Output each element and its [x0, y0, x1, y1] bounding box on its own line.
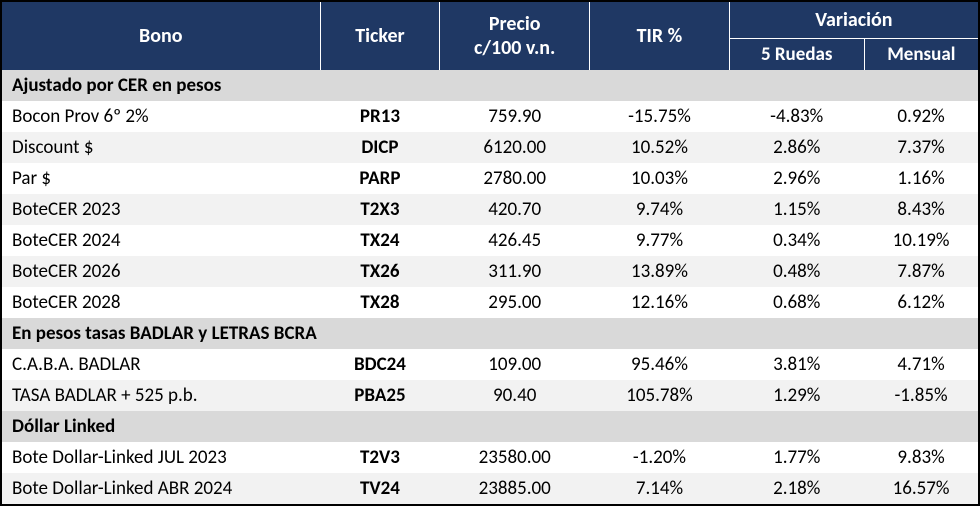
bond-name: C.A.B.A. BADLAR	[1, 349, 320, 380]
bond-5ruedas: 2.18%	[729, 473, 864, 505]
bond-mensual: 7.37%	[864, 132, 979, 163]
bond-name: BoteCER 2026	[1, 256, 320, 287]
bond-name: BoteCER 2028	[1, 287, 320, 318]
bond-mensual: 9.83%	[864, 442, 979, 473]
bond-mensual: 0.92%	[864, 101, 979, 132]
bond-5ruedas: 0.48%	[729, 256, 864, 287]
bond-ticker: DICP	[320, 132, 440, 163]
section-title: Ajustado por CER en pesos	[1, 70, 979, 101]
table-row: Bocon Prov 6º 2%PR13759.90-15.75%-4.83%0…	[1, 101, 979, 132]
header-bono: Bono	[1, 1, 320, 70]
bond-5ruedas: 2.86%	[729, 132, 864, 163]
bond-5ruedas: 3.81%	[729, 349, 864, 380]
bond-price: 311.90	[440, 256, 590, 287]
bond-price: 23580.00	[440, 442, 590, 473]
bond-ticker: T2X3	[320, 194, 440, 225]
bond-name: Discount $	[1, 132, 320, 163]
table-row: Par $PARP2780.0010.03%2.96%1.16%	[1, 163, 979, 194]
bond-price: 426.45	[440, 225, 590, 256]
header-precio-line2: c/100 v.n.	[448, 36, 581, 60]
bond-tir: 105.78%	[590, 380, 730, 411]
bond-5ruedas: -4.83%	[729, 101, 864, 132]
bond-tir: 7.14%	[590, 473, 730, 505]
bond-name: BoteCER 2023	[1, 194, 320, 225]
header-tir: TIR %	[590, 1, 730, 70]
bond-price: 90.40	[440, 380, 590, 411]
bond-5ruedas: 1.29%	[729, 380, 864, 411]
header-precio-line1: Precio	[448, 12, 581, 36]
table-row: C.A.B.A. BADLARBDC24109.0095.46%3.81%4.7…	[1, 349, 979, 380]
bond-mensual: 1.16%	[864, 163, 979, 194]
section-title: En pesos tasas BADLAR y LETRAS BCRA	[1, 318, 979, 349]
bond-mensual: -1.85%	[864, 380, 979, 411]
table-row: BoteCER 2026TX26311.9013.89%0.48%7.87%	[1, 256, 979, 287]
bond-price: 109.00	[440, 349, 590, 380]
bond-price: 420.70	[440, 194, 590, 225]
bond-5ruedas: 0.34%	[729, 225, 864, 256]
bond-mensual: 7.87%	[864, 256, 979, 287]
section-title: Dóllar Linked	[1, 411, 979, 442]
bond-5ruedas: 0.68%	[729, 287, 864, 318]
table-row: Bote Dollar-Linked JUL 2023T2V323580.00-…	[1, 442, 979, 473]
bond-price: 6120.00	[440, 132, 590, 163]
header-ticker: Ticker	[320, 1, 440, 70]
bond-name: Bote Dollar-Linked ABR 2024	[1, 473, 320, 505]
bond-price: 759.90	[440, 101, 590, 132]
bond-ticker: TX24	[320, 225, 440, 256]
bond-tir: 13.89%	[590, 256, 730, 287]
bond-price: 295.00	[440, 287, 590, 318]
section-row: En pesos tasas BADLAR y LETRAS BCRA	[1, 318, 979, 349]
header-mensual: Mensual	[864, 39, 979, 71]
bond-ticker: PR13	[320, 101, 440, 132]
bond-ticker: BDC24	[320, 349, 440, 380]
bond-mensual: 8.43%	[864, 194, 979, 225]
bond-ticker: T2V3	[320, 442, 440, 473]
bond-ticker: PBA25	[320, 380, 440, 411]
bond-price: 23885.00	[440, 473, 590, 505]
bond-name: Bote Dollar-Linked JUL 2023	[1, 442, 320, 473]
bond-5ruedas: 1.15%	[729, 194, 864, 225]
table-row: BoteCER 2024TX24426.459.77%0.34%10.19%	[1, 225, 979, 256]
bond-ticker: TX26	[320, 256, 440, 287]
bond-tir: 10.52%	[590, 132, 730, 163]
bond-mensual: 4.71%	[864, 349, 979, 380]
table-row: Discount $DICP6120.0010.52%2.86%7.37%	[1, 132, 979, 163]
bond-mensual: 10.19%	[864, 225, 979, 256]
bond-tir: 9.74%	[590, 194, 730, 225]
bond-tir: -15.75%	[590, 101, 730, 132]
section-row: Ajustado por CER en pesos	[1, 70, 979, 101]
bond-name: TASA BADLAR + 525 p.b.	[1, 380, 320, 411]
bond-tir: 9.77%	[590, 225, 730, 256]
table-row: BoteCER 2023T2X3420.709.74%1.15%8.43%	[1, 194, 979, 225]
bond-ticker: PARP	[320, 163, 440, 194]
table-row: Bote Dollar-Linked ABR 2024TV2423885.007…	[1, 473, 979, 505]
header-variacion: Variación	[729, 1, 979, 39]
table-body: Ajustado por CER en pesosBocon Prov 6º 2…	[1, 70, 979, 505]
bond-name: BoteCER 2024	[1, 225, 320, 256]
bond-tir: 95.46%	[590, 349, 730, 380]
bond-ticker: TX28	[320, 287, 440, 318]
section-row: Dóllar Linked	[1, 411, 979, 442]
bond-5ruedas: 1.77%	[729, 442, 864, 473]
bond-tir: 12.16%	[590, 287, 730, 318]
bond-table: Bono Ticker Precio c/100 v.n. TIR % Vari…	[0, 0, 980, 506]
bond-price: 2780.00	[440, 163, 590, 194]
header-5ruedas: 5 Ruedas	[729, 39, 864, 71]
bond-name: Bocon Prov 6º 2%	[1, 101, 320, 132]
bond-tir: -1.20%	[590, 442, 730, 473]
bond-5ruedas: 2.96%	[729, 163, 864, 194]
header-precio: Precio c/100 v.n.	[440, 1, 590, 70]
table-row: TASA BADLAR + 525 p.b.PBA2590.40105.78%1…	[1, 380, 979, 411]
bond-name: Par $	[1, 163, 320, 194]
bond-tir: 10.03%	[590, 163, 730, 194]
table-row: BoteCER 2028TX28295.0012.16%0.68%6.12%	[1, 287, 979, 318]
bond-ticker: TV24	[320, 473, 440, 505]
bond-mensual: 6.12%	[864, 287, 979, 318]
bond-mensual: 16.57%	[864, 473, 979, 505]
